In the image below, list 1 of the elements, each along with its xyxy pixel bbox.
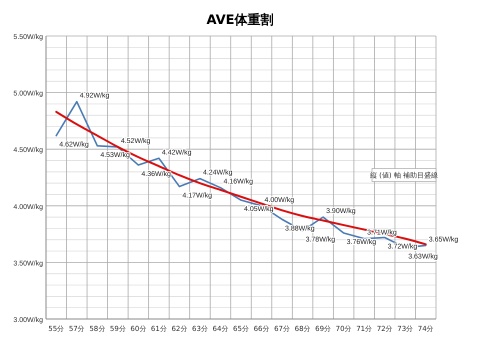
chart-title: AVE体重割 [206,12,274,28]
